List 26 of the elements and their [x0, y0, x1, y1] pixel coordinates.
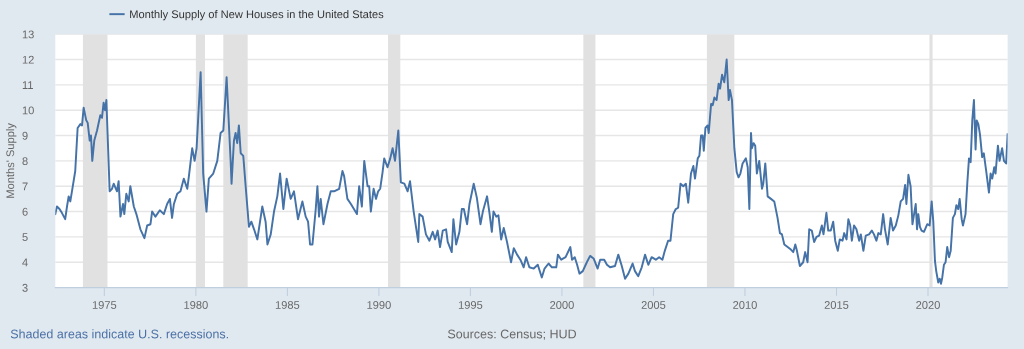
x-tick-label: 1975 [92, 301, 117, 309]
x-tick-label: 1990 [367, 301, 391, 309]
x-tick-label: 1985 [275, 301, 300, 309]
x-tick-label: 2015 [824, 301, 849, 309]
y-tick-label: 9 [22, 131, 28, 140]
y-tick-label: 13 [22, 30, 34, 39]
line-series [55, 58, 1008, 285]
y-axis-title: Months' Supply [6, 123, 17, 198]
x-tick-label: 1980 [184, 301, 208, 309]
x-tick-label: 1995 [458, 301, 483, 309]
y-tick-label: 11 [22, 81, 33, 89]
y-tick-label: 6 [22, 207, 28, 216]
y-tick-label: 5 [22, 233, 28, 242]
x-tick-label: 2000 [550, 301, 574, 309]
y-tick-label: 4 [22, 258, 28, 267]
x-tick-label: 2010 [733, 301, 757, 309]
y-tick-label: 8 [22, 157, 28, 166]
x-tick-label: 2020 [916, 301, 940, 309]
legend-label: Monthly Supply of New Houses in the United States [130, 10, 384, 21]
y-tick-label: 3 [22, 283, 28, 292]
y-tick-label: 7 [22, 182, 28, 191]
source-note: Sources: Census; HUD [447, 329, 577, 340]
x-tick-label: 2005 [641, 301, 666, 309]
y-tick-label: 10 [22, 106, 34, 115]
text: Shaded areas indicate U.S. recessions. [10, 329, 228, 339]
y-tick-label: 12 [22, 55, 34, 64]
